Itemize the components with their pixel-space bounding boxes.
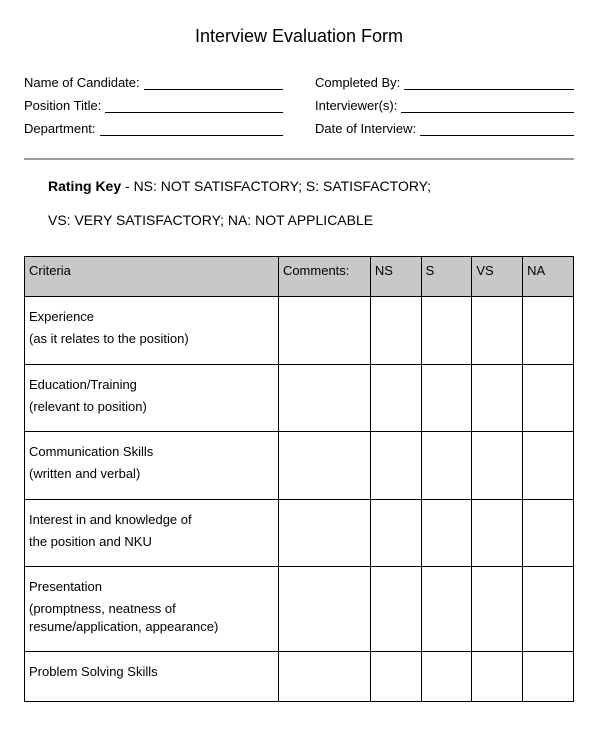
criteria-cell: Problem Solving Skills [25,652,279,702]
field-label: Date of Interview: [315,121,420,136]
table-row: Problem Solving Skills [25,652,574,702]
criteria-cell: Education/Training (relevant to position) [25,364,279,432]
fields-right-column: Completed By: Interviewer(s): Date of In… [315,75,574,144]
comments-cell[interactable] [278,567,370,652]
criteria-main: Education/Training [29,377,274,392]
header-s: S [421,257,472,297]
vs-cell[interactable] [472,297,523,365]
ns-cell[interactable] [370,567,421,652]
s-cell[interactable] [421,432,472,500]
vs-cell[interactable] [472,364,523,432]
criteria-cell: Communication Skills (written and verbal) [25,432,279,500]
criteria-cell: Presentation (promptness, neatness of res… [25,567,279,652]
criteria-main: Experience [29,309,274,324]
field-line[interactable] [105,99,283,113]
s-cell[interactable] [421,652,472,702]
na-cell[interactable] [523,364,574,432]
field-line[interactable] [144,76,283,90]
form-title: Interview Evaluation Form [24,26,574,47]
rating-key-line-1: Rating Key - NS: NOT SATISFACTORY; S: SA… [48,178,574,194]
field-label: Interviewer(s): [315,98,401,113]
field-department: Department: [24,121,283,136]
na-cell[interactable] [523,499,574,567]
criteria-cell: Interest in and knowledge of the position… [25,499,279,567]
ns-cell[interactable] [370,364,421,432]
vs-cell[interactable] [472,432,523,500]
na-cell[interactable] [523,432,574,500]
field-label: Completed By: [315,75,404,90]
criteria-sub: (relevant to position) [29,398,274,416]
vs-cell[interactable] [472,499,523,567]
s-cell[interactable] [421,567,472,652]
comments-cell[interactable] [278,652,370,702]
s-cell[interactable] [421,364,472,432]
ns-cell[interactable] [370,652,421,702]
table-header-row: Criteria Comments: NS S VS NA [25,257,574,297]
header-vs: VS [472,257,523,297]
table-row: Interest in and knowledge of the position… [25,499,574,567]
na-cell[interactable] [523,652,574,702]
table-row: Education/Training (relevant to position) [25,364,574,432]
field-line[interactable] [404,76,574,90]
rating-key-line-2: VS: VERY SATISFACTORY; NA: NOT APPLICABL… [48,212,574,228]
field-line[interactable] [100,122,283,136]
ns-cell[interactable] [370,297,421,365]
criteria-main: Interest in and knowledge of [29,512,274,527]
table-row: Experience (as it relates to the position… [25,297,574,365]
vs-cell[interactable] [472,567,523,652]
field-date-of-interview: Date of Interview: [315,121,574,136]
criteria-sub: (as it relates to the position) [29,330,274,348]
table-row: Presentation (promptness, neatness of res… [25,567,574,652]
field-label: Department: [24,121,100,136]
field-label: Position Title: [24,98,105,113]
criteria-sub: (promptness, neatness of resume/applicat… [29,600,274,635]
comments-cell[interactable] [278,432,370,500]
field-line[interactable] [420,122,574,136]
s-cell[interactable] [421,499,472,567]
na-cell[interactable] [523,297,574,365]
table-row: Communication Skills (written and verbal) [25,432,574,500]
comments-cell[interactable] [278,297,370,365]
criteria-main: Problem Solving Skills [29,664,274,679]
evaluation-table: Criteria Comments: NS S VS NA Experience… [24,256,574,702]
s-cell[interactable] [421,297,472,365]
na-cell[interactable] [523,567,574,652]
field-completed-by: Completed By: [315,75,574,90]
criteria-sub: (written and verbal) [29,465,274,483]
ns-cell[interactable] [370,432,421,500]
table-body: Experience (as it relates to the position… [25,297,574,702]
fields-left-column: Name of Candidate: Position Title: Depar… [24,75,283,144]
field-interviewers: Interviewer(s): [315,98,574,113]
rating-key-text-1: - NS: NOT SATISFACTORY; S: SATISFACTORY; [121,178,431,194]
header-comments: Comments: [278,257,370,297]
comments-cell[interactable] [278,499,370,567]
field-label: Name of Candidate: [24,75,144,90]
field-position-title: Position Title: [24,98,283,113]
header-criteria: Criteria [25,257,279,297]
header-fields: Name of Candidate: Position Title: Depar… [24,75,574,144]
criteria-sub: the position and NKU [29,533,274,551]
criteria-main: Communication Skills [29,444,274,459]
rating-key: Rating Key - NS: NOT SATISFACTORY; S: SA… [48,178,574,228]
ns-cell[interactable] [370,499,421,567]
section-divider [24,158,574,160]
form-page: Interview Evaluation Form Name of Candid… [0,0,598,722]
field-line[interactable] [401,99,574,113]
header-ns: NS [370,257,421,297]
criteria-cell: Experience (as it relates to the position… [25,297,279,365]
comments-cell[interactable] [278,364,370,432]
criteria-main: Presentation [29,579,274,594]
rating-key-label: Rating Key [48,178,121,194]
vs-cell[interactable] [472,652,523,702]
header-na: NA [523,257,574,297]
field-candidate-name: Name of Candidate: [24,75,283,90]
